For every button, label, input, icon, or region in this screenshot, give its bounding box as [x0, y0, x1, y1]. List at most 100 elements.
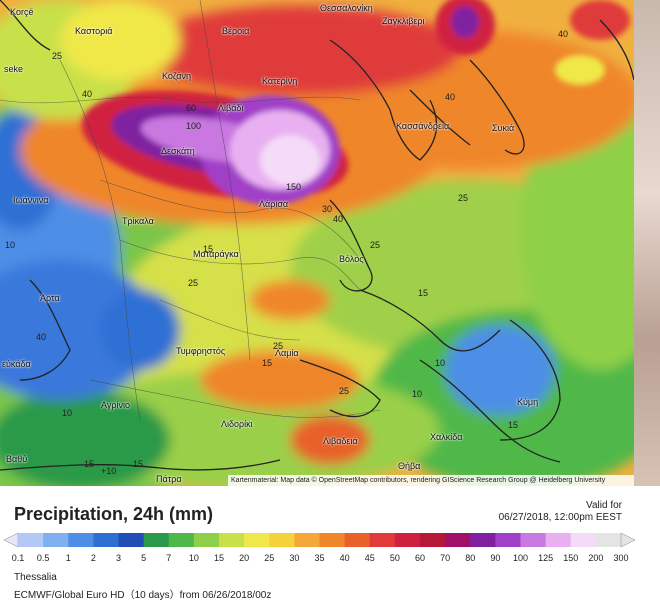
region-label: Thessalia: [14, 572, 57, 583]
city-label: Ιωάννινα: [13, 195, 49, 205]
city-label: Θήβα: [398, 461, 421, 471]
city-label: Κατερίνη: [262, 76, 298, 86]
contour-label: 15: [418, 288, 429, 298]
scale-color-segment: [420, 533, 446, 547]
color-scale-labels: 0.1 0.5 1 2 3 5 7 10 15 20 25 30 35 40 45 50 60 70 80 90 100…: [0, 553, 660, 565]
scale-tick-label: 7: [166, 553, 172, 563]
contour-label: 40: [36, 332, 47, 342]
scale-color-segment: [68, 533, 94, 547]
contour-label: 25: [52, 51, 63, 61]
scale-color-segment: [219, 533, 245, 547]
city-label: Βέροια: [222, 26, 250, 36]
valid-label: Valid for: [586, 500, 622, 511]
contour-label: 25: [339, 386, 350, 396]
scale-color-segment: [294, 533, 320, 547]
contour-label: 10: [435, 358, 446, 368]
contour-label: 100: [186, 121, 202, 131]
scale-tick-label: 40: [339, 553, 350, 563]
scale-color-segment: [595, 533, 622, 547]
contour-label: +10: [101, 466, 117, 476]
contour-label: 25: [458, 193, 469, 203]
scale-tick-label: 30: [289, 553, 300, 563]
contour-label: 40: [333, 214, 344, 224]
contour-label: 40: [445, 92, 456, 102]
city-label: seke: [4, 64, 24, 74]
contour-label: 10: [62, 408, 73, 418]
scale-color-segment: [520, 533, 547, 547]
contour-label: 25: [273, 341, 284, 351]
scale-color-segment: [269, 533, 295, 547]
scale-color-segment: [43, 533, 69, 547]
contour-label: 40: [82, 89, 93, 99]
scale-tick-label: 300: [613, 553, 629, 563]
contour-label: 10: [412, 389, 423, 399]
scale-color-segment: [168, 533, 195, 547]
city-label: Αγρίνιο: [101, 400, 130, 410]
precipitation-field: [0, 0, 634, 486]
city-label: εύκάδα: [2, 359, 31, 369]
side-photo-strip: [634, 0, 660, 486]
scale-tick-label: 35: [314, 553, 325, 563]
contour-label: 25: [188, 278, 199, 288]
contour-label: 15: [262, 358, 273, 368]
scale-color-segment: [545, 533, 572, 547]
city-label: Λιβάδι: [218, 103, 244, 113]
scale-arrow-right: [620, 532, 635, 548]
city-label: Λαμία: [275, 348, 299, 358]
scale-color-segment: [244, 533, 270, 547]
scale-tick-label: 100: [512, 553, 529, 563]
scale-tick-label: 2: [90, 553, 96, 563]
scale-tick-label: 5: [141, 553, 147, 563]
contour-label: 30: [322, 204, 333, 214]
scale-tick-label: 10: [188, 553, 199, 563]
contour-label: 10: [5, 240, 16, 250]
city-label: Πάτρα: [156, 474, 182, 484]
city-label: Λιδορίκι: [221, 419, 253, 429]
admin-borders: [0, 0, 381, 421]
contour-label: 15: [203, 244, 214, 254]
contour-label: 40: [558, 29, 569, 39]
city-label: Χαλκίδα: [430, 432, 463, 442]
city-label: Λιβαδειά: [323, 436, 358, 446]
contour-label: 25: [370, 240, 381, 250]
scale-tick-label: 0.1: [11, 553, 25, 563]
scale-tick-label: 3: [115, 553, 122, 563]
scale-tick-label: 50: [389, 553, 400, 563]
scale-tick-label: 20: [239, 553, 250, 563]
scale-color-segment: [18, 533, 44, 547]
scale-color-segment: [118, 533, 145, 547]
city-label: Άρτα: [40, 293, 60, 303]
scale-tick-label: 1: [65, 553, 71, 563]
scale-color-segment: [470, 533, 496, 547]
scale-tick-label: 0.5: [36, 553, 50, 563]
scale-color-segment: [344, 533, 371, 547]
scale-color-segment: [193, 533, 220, 547]
precipitation-map: Korçë Καστοριά Βέροια Θεσσαλονίκη Ζαγκλι…: [0, 0, 634, 486]
city-label: Τρίκαλα: [122, 216, 154, 226]
contour-label: 60: [186, 103, 197, 113]
scale-color-segment: [570, 533, 597, 547]
scale-tick-label: 60: [414, 553, 426, 563]
scale-color-segment: [93, 533, 119, 547]
city-label: Ζαγκλιβερι: [382, 16, 425, 26]
city-label: Κύμη: [517, 397, 539, 407]
scale-color-segment: [369, 533, 396, 547]
scale-tick-label: 125: [538, 553, 554, 563]
contour-label: 15: [508, 420, 519, 430]
scale-tick-label: 80: [465, 553, 476, 563]
city-label: Κασσάνδρεια: [396, 121, 450, 131]
city-label: Βόλος: [339, 254, 364, 264]
city-label: Δεσκάτη: [161, 146, 195, 156]
contour-label: 150: [286, 182, 302, 192]
city-label: Συκιά: [492, 123, 515, 133]
scale-tick-label: 150: [563, 553, 579, 563]
scale-tick-label: 45: [364, 553, 375, 563]
scale-arrow-left: [4, 532, 19, 548]
contour-label: 15: [84, 459, 95, 469]
legend-title: Precipitation, 24h (mm): [14, 504, 214, 524]
contour-label: 15: [133, 459, 144, 469]
coastlines: [0, 0, 634, 471]
scale-tick-label: 25: [264, 553, 275, 563]
city-label: Θεσσαλονίκη: [320, 3, 373, 13]
city-label: Λάρισα: [259, 199, 289, 209]
